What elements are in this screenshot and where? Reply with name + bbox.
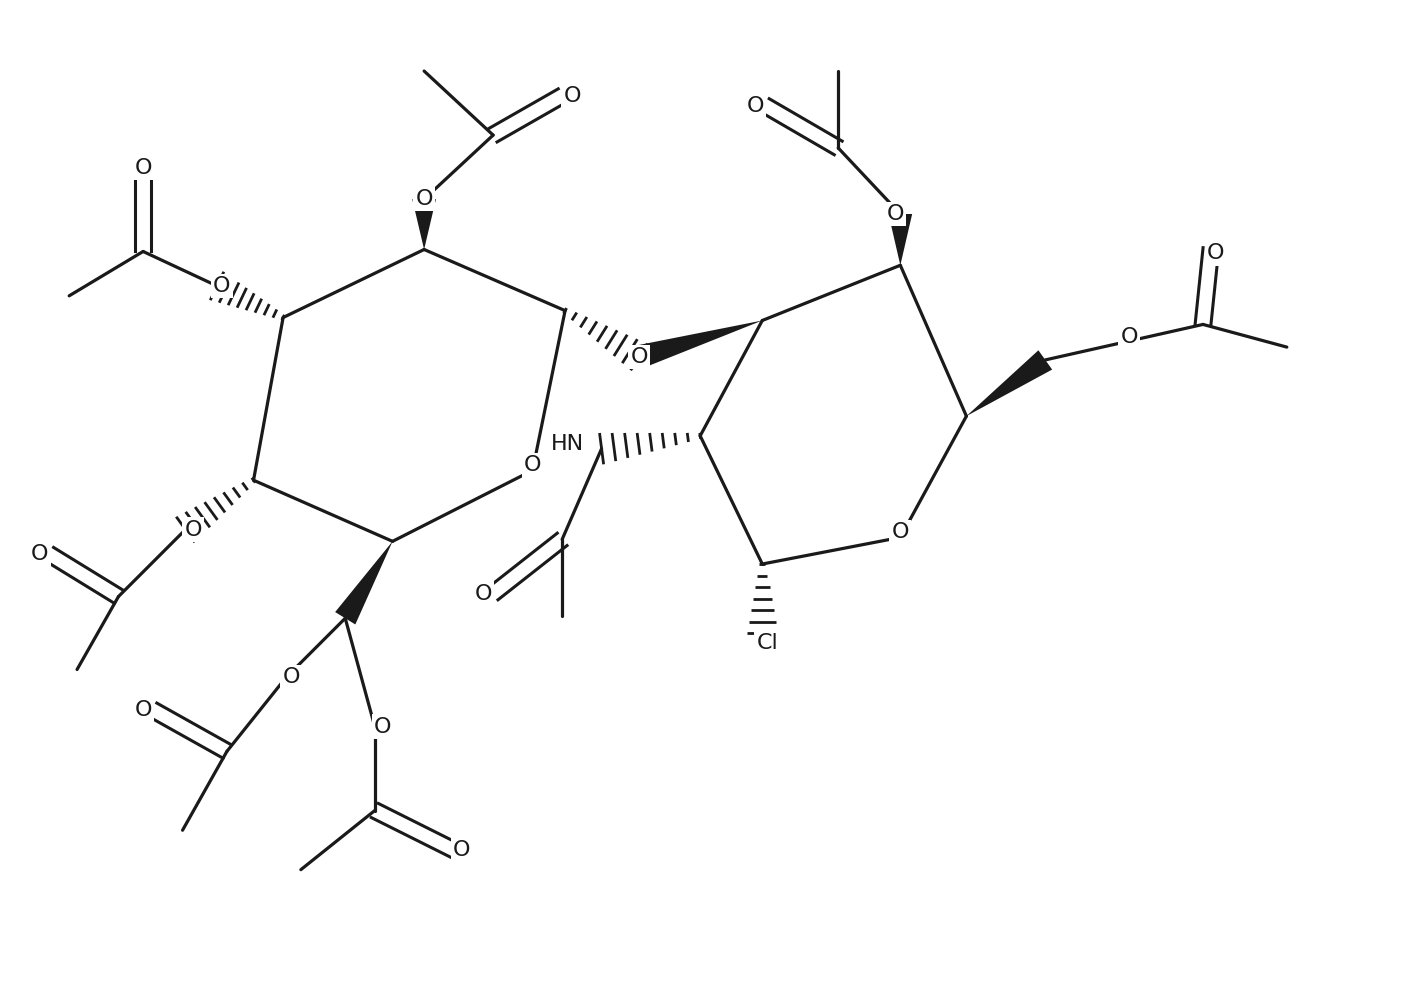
Text: Cl: Cl <box>756 633 779 652</box>
Text: O: O <box>747 96 764 116</box>
Polygon shape <box>888 214 913 265</box>
Text: HN: HN <box>550 434 583 453</box>
Text: O: O <box>563 86 580 106</box>
Text: O: O <box>887 204 904 224</box>
Text: O: O <box>630 346 647 367</box>
Text: O: O <box>523 455 542 475</box>
Text: O: O <box>374 717 392 737</box>
Text: O: O <box>282 667 299 687</box>
Text: O: O <box>1206 244 1225 263</box>
Polygon shape <box>412 199 436 249</box>
Text: O: O <box>453 840 471 860</box>
Polygon shape <box>967 350 1052 416</box>
Text: O: O <box>134 700 151 720</box>
Text: O: O <box>214 276 231 296</box>
Text: O: O <box>891 523 910 543</box>
Text: O: O <box>31 544 48 564</box>
Text: O: O <box>415 189 434 209</box>
Text: O: O <box>134 157 151 177</box>
Text: O: O <box>475 583 492 604</box>
Text: O: O <box>1121 328 1138 347</box>
Polygon shape <box>636 321 763 368</box>
Polygon shape <box>335 542 392 625</box>
Text: O: O <box>184 520 202 540</box>
